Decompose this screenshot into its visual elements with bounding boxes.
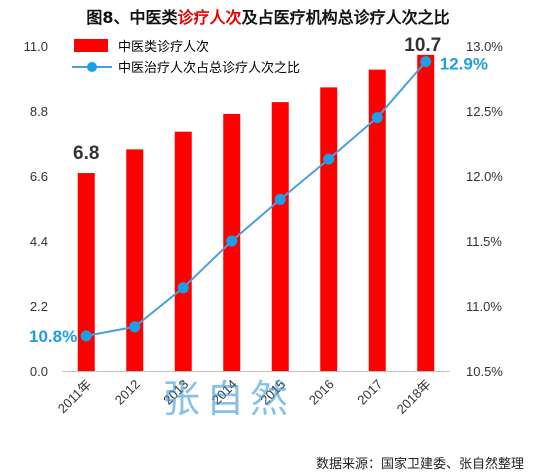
x-axis-tick-label: 2017	[354, 377, 385, 408]
ratio-point	[226, 235, 238, 247]
last-bar-label: 10.7	[404, 35, 441, 56]
ratio-line	[86, 60, 427, 337]
x-axis-tick-label: 2012	[112, 377, 143, 408]
source-note: 数据来源：国家卫建委、张自然整理	[315, 457, 524, 472]
first-bar-label: 6.8	[73, 143, 99, 164]
bar	[417, 54, 435, 371]
x-axis-tick-label: 2011年	[55, 377, 95, 417]
title-prefix: 图8、中医类	[86, 8, 178, 27]
right-axis-tick-label: 11.5%	[466, 234, 502, 249]
right-axis-tick-label: 10.5%	[466, 364, 503, 379]
ratio-point	[420, 56, 432, 68]
ratio-point	[323, 153, 335, 165]
ratio-point	[177, 282, 189, 294]
left-axis-tick-label: 0.0	[30, 364, 48, 379]
left-axis-tick-label: 2.2	[30, 299, 48, 314]
left-axis-tick-label: 6.6	[30, 169, 48, 184]
x-axis-tick-label: 2018年	[394, 377, 434, 417]
left-axis-tick-label: 4.4	[30, 234, 48, 249]
ratio-point	[80, 330, 92, 342]
right-axis-tick-label: 12.5%	[466, 104, 503, 119]
ratio-point	[371, 112, 383, 123]
left-axis-tick-label: 8.8	[30, 104, 48, 119]
right-axis-tick-label: 13.0%	[466, 39, 503, 54]
bar	[368, 69, 386, 372]
chart-title: 图8、中医类诊疗人次及占医疗机构总诊疗人次之比	[0, 4, 536, 28]
x-axis-tick-label: 2016	[306, 377, 337, 408]
legend-line-marker	[87, 62, 97, 72]
title-highlight: 诊疗人次	[177, 8, 242, 27]
ratio-point	[129, 321, 141, 333]
bar	[126, 149, 144, 371]
bar	[271, 102, 289, 372]
watermark: 张自然	[162, 377, 295, 421]
right-axis-tick-label: 11.0%	[466, 299, 502, 314]
left-axis-tick-label: 11.0	[24, 39, 48, 54]
title-suffix: 及占医疗机构总诊疗人次之比	[241, 8, 450, 27]
last-line-label: 12.9%	[440, 55, 488, 74]
bar	[320, 87, 338, 371]
ratio-point	[274, 193, 286, 205]
first-line-label: 10.8%	[29, 327, 77, 346]
legend-bar-text: 中医类诊疗人次	[118, 39, 209, 55]
right-axis-tick-label: 12.0%	[466, 169, 503, 184]
bar	[77, 173, 95, 371]
bar	[174, 131, 192, 371]
legend-bar-swatch	[74, 39, 108, 52]
legend-line-text: 中医治疗人次占总诊疗人次之比	[118, 60, 300, 76]
